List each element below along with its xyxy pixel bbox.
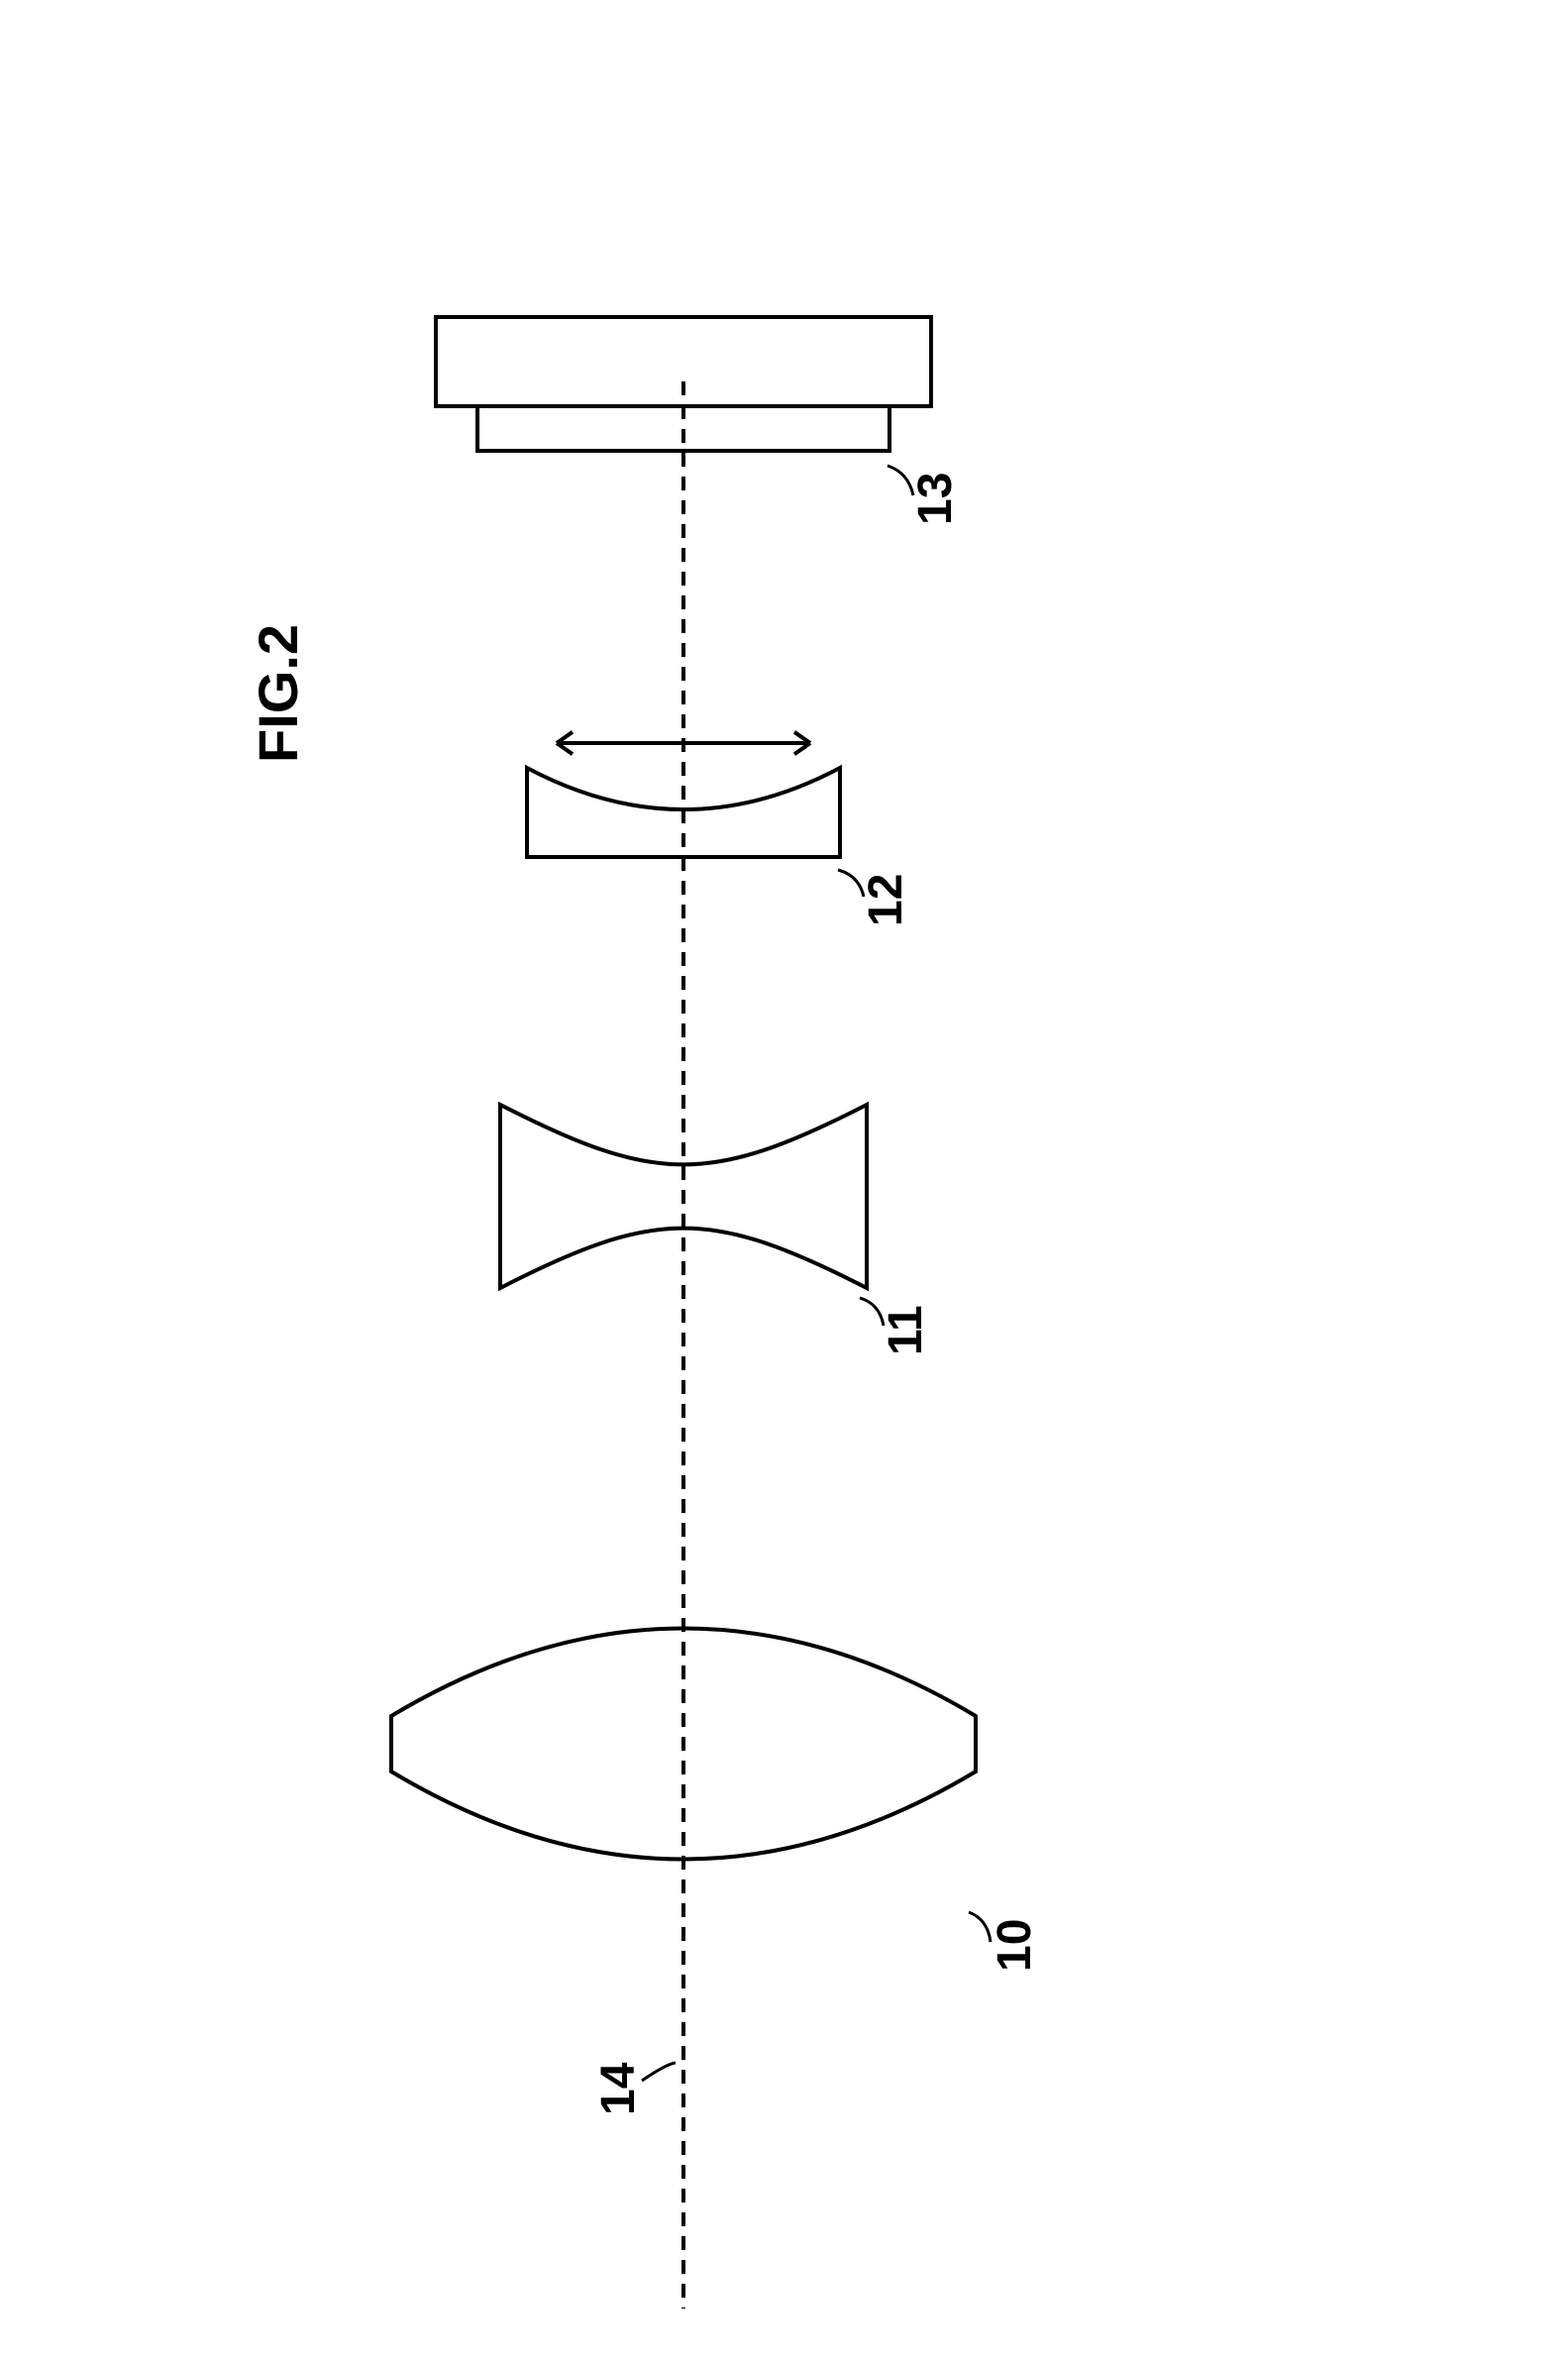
label-12: 12 [860,874,912,926]
leader-10 [969,1912,991,1942]
label-10: 10 [989,1919,1041,1972]
leader-14 [642,2063,676,2081]
optical-diagram: FIG.2 14 10 11 12 13 [0,0,1568,2363]
label-14: 14 [592,2062,645,2115]
label-13: 13 [909,473,962,525]
label-11: 11 [880,1305,932,1355]
figure-title: FIG.2 [247,624,309,763]
